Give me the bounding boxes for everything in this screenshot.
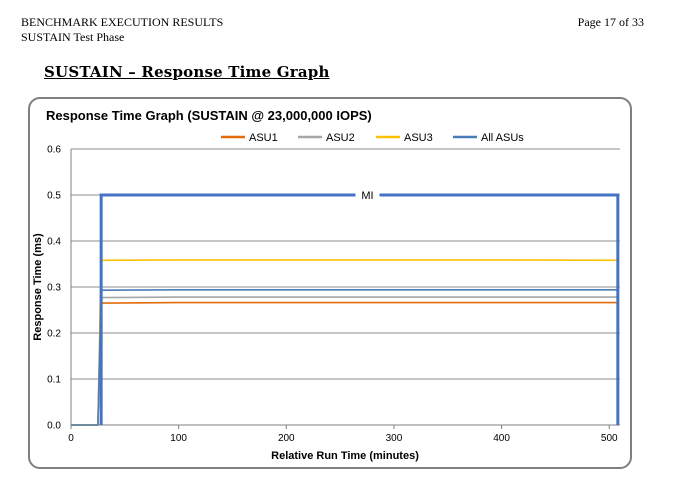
- x-axis-ticks: 0 100 200 300 400 500: [68, 425, 618, 444]
- report-header-phase: SUSTAIN Test Phase: [21, 30, 125, 44]
- y-tick-label: 0.0: [47, 421, 61, 432]
- series-line-all-asus: [71, 288, 618, 426]
- y-axis-ticks: 0.0 0.1 0.2 0.3 0.4 0.5 0.6: [47, 145, 61, 432]
- y-tick-label: 0.6: [47, 145, 61, 156]
- legend: ASU1 ASU2 ASU3 All ASUs: [221, 132, 524, 144]
- mi-label: MI: [361, 190, 373, 202]
- y-tick-label: 0.1: [47, 375, 61, 386]
- legend-label: ASU3: [404, 132, 433, 144]
- series-line-asu3: [71, 259, 618, 426]
- report-header-title: BENCHMARK EXECUTION RESULTS: [21, 15, 224, 29]
- y-axis-label: Response Time (ms): [32, 233, 44, 341]
- x-tick-label: 500: [601, 433, 618, 444]
- y-tick-label: 0.3: [47, 283, 61, 294]
- mi-annotation: MI: [99, 188, 620, 425]
- y-tick-label: 0.5: [47, 191, 61, 202]
- series-line-asu2: [71, 296, 618, 426]
- x-tick-label: 100: [170, 433, 187, 444]
- report-header: BENCHMARK EXECUTION RESULTS SUSTAIN Test…: [21, 15, 223, 45]
- legend-label: All ASUs: [481, 132, 524, 144]
- x-tick-label: 300: [386, 433, 403, 444]
- x-tick-label: 200: [278, 433, 295, 444]
- mi-window-line: [99, 193, 620, 425]
- x-tick-label: 0: [68, 433, 74, 444]
- y-tick-label: 0.2: [47, 329, 61, 340]
- x-axis-label: Relative Run Time (minutes): [271, 450, 419, 462]
- x-tick-label: 400: [493, 433, 510, 444]
- legend-label: ASU2: [326, 132, 355, 144]
- series-lines: [71, 259, 618, 426]
- section-title: SUSTAIN – Response Time Graph: [44, 63, 330, 81]
- grid: [70, 148, 620, 426]
- page-number: Page 17 of 33: [577, 15, 644, 29]
- legend-label: ASU1: [249, 132, 278, 144]
- mi-label-bg: [355, 188, 380, 202]
- chart-frame: [28, 97, 632, 469]
- chart-title: Response Time Graph (SUSTAIN @ 23,000,00…: [46, 108, 372, 123]
- y-tick-label: 0.4: [47, 237, 61, 248]
- series-line-asu1: [71, 301, 618, 426]
